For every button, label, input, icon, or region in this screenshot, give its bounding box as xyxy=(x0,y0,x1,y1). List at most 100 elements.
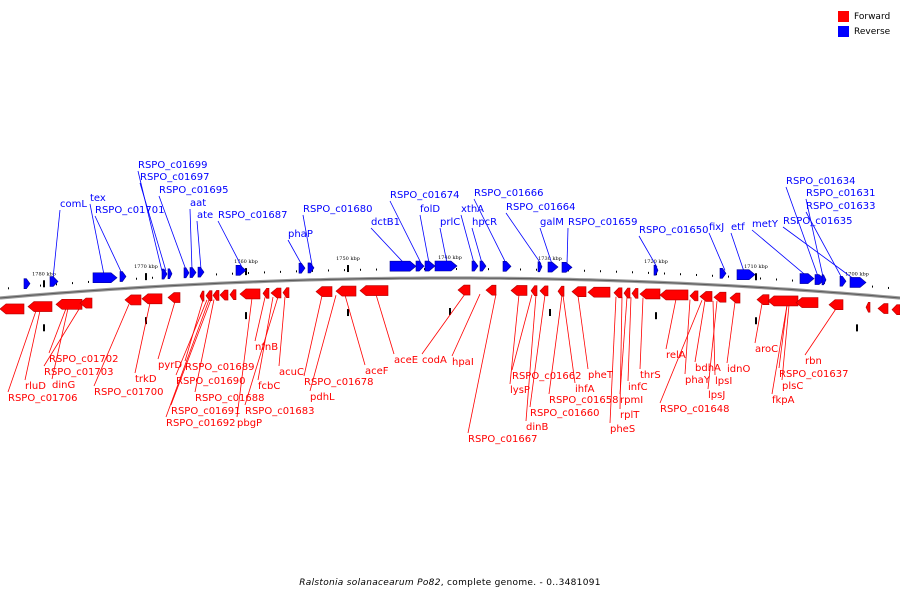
reverse-label-rspo-c01701: RSPO_c01701 xyxy=(95,205,165,216)
leader-line xyxy=(278,296,286,367)
forward-label-dinb: dinB xyxy=(526,422,548,433)
reverse-label-rspo-c01634: RSPO_c01634 xyxy=(786,176,856,187)
reverse-gene-arrow xyxy=(298,262,306,274)
leader-line xyxy=(730,232,745,272)
forward-gene-arrow xyxy=(659,289,689,301)
forward-gene-arrow xyxy=(0,303,25,315)
reverse-gene-arrow xyxy=(839,275,847,287)
leader-line xyxy=(196,220,202,270)
forward-gene-arrow xyxy=(359,285,389,296)
leader-line xyxy=(781,305,790,381)
tick-label: 1740 kbp xyxy=(438,255,462,261)
minor-tick xyxy=(280,270,281,273)
forward-gene-arrow xyxy=(877,303,889,314)
leader-line xyxy=(94,215,123,274)
leader-line xyxy=(48,308,67,354)
reverse-label-rspo-c01635: RSPO_c01635 xyxy=(783,216,853,227)
major-tick-lower xyxy=(43,324,45,332)
forward-label-rspo-c01700: RSPO_c01700 xyxy=(94,387,164,398)
leader-line xyxy=(139,182,167,272)
major-tick-lower xyxy=(449,308,451,315)
forward-gene-arrow xyxy=(530,285,538,296)
minor-tick xyxy=(232,272,233,275)
forward-label-rspo-c01660: RSPO_c01660 xyxy=(530,408,600,419)
forward-label-rpmi: rpmI xyxy=(620,395,643,406)
minor-tick xyxy=(680,273,681,276)
reverse-gene-arrow xyxy=(307,262,315,274)
forward-gene-arrow xyxy=(219,289,229,301)
leader-line xyxy=(158,195,187,271)
leader-line xyxy=(525,294,537,422)
forward-gene-arrow xyxy=(79,297,93,309)
forward-label-rspo-c01690: RSPO_c01690 xyxy=(176,376,246,387)
leader-line xyxy=(694,300,706,363)
reverse-gene-arrow xyxy=(183,267,190,279)
reverse-label-aat: aat xyxy=(190,198,206,209)
major-tick xyxy=(755,273,757,281)
leader-line xyxy=(370,227,405,264)
major-tick xyxy=(145,273,147,281)
forward-label-pyrd: pyrD xyxy=(158,360,182,371)
minor-tick xyxy=(776,278,777,281)
legend-forward: Forward xyxy=(838,9,890,24)
forward-label-idno: idnO xyxy=(727,364,750,375)
minor-tick xyxy=(88,280,89,283)
label-leader-lines xyxy=(7,170,855,434)
legend-reverse: Reverse xyxy=(838,24,890,39)
minor-tick xyxy=(616,270,617,273)
reverse-label-rspo-c01695: RSPO_c01695 xyxy=(159,185,229,196)
leader-line xyxy=(419,214,430,264)
reverse-label-rspo-c01697: RSPO_c01697 xyxy=(140,172,210,183)
minor-tick xyxy=(872,285,873,288)
minor-tick xyxy=(632,271,633,274)
leader-line xyxy=(137,170,163,272)
reverse-gene-arrow xyxy=(197,266,205,278)
leader-line xyxy=(467,294,497,434)
minor-tick xyxy=(8,287,9,290)
leader-line xyxy=(707,301,718,390)
leader-line xyxy=(665,298,677,350)
major-tick-lower xyxy=(856,324,858,332)
leader-line xyxy=(24,310,41,381)
forward-label-rela: relA xyxy=(666,350,686,361)
minor-tick xyxy=(536,268,537,271)
forward-label-bdha: bdhA xyxy=(695,363,721,374)
forward-label-phay: phaY xyxy=(685,375,711,386)
forward-label-rspo-c01667: RSPO_c01667 xyxy=(468,434,538,445)
forward-label-phet: pheT xyxy=(588,370,614,381)
reverse-label-fixj: fixJ xyxy=(709,222,724,233)
reverse-gene-arrow xyxy=(736,269,756,280)
tick-label: 1750 kbp xyxy=(336,256,360,262)
leader-line xyxy=(89,203,105,275)
minor-tick xyxy=(648,271,649,274)
forward-gene-arrow xyxy=(124,294,142,306)
forward-label-aroc: aroC xyxy=(755,344,778,355)
reverse-label-ate: ate xyxy=(197,210,213,221)
forward-label-plsc: plsC xyxy=(782,381,803,392)
forward-label-rspo-c01658: RSPO_c01658 xyxy=(549,395,619,406)
forward-label-rbn: rbn xyxy=(805,356,822,367)
leader-line xyxy=(509,294,520,385)
leader-line xyxy=(771,305,788,395)
forward-label-acuc: acuC xyxy=(279,367,304,378)
forward-gene-arrow xyxy=(239,288,261,300)
forward-gene-arrow xyxy=(699,291,713,302)
leader-line xyxy=(217,220,243,268)
minor-tick xyxy=(264,271,265,274)
forward-gene-arrow xyxy=(205,290,213,302)
major-tick xyxy=(347,265,349,273)
leader-line xyxy=(134,302,151,374)
reverse-label-galm: galM xyxy=(540,217,564,228)
leader-line xyxy=(804,308,837,356)
major-tick-lower xyxy=(549,308,551,316)
leader-line xyxy=(805,198,824,277)
tick-label: 1720 kbp xyxy=(644,259,668,265)
reverse-label-rspo-c01633: RSPO_c01633 xyxy=(806,201,876,212)
reverse-label-mety: metY xyxy=(752,219,779,230)
leader-line xyxy=(566,227,569,265)
leader-line xyxy=(52,209,61,279)
leader-line xyxy=(782,226,855,280)
forward-gene-arrow xyxy=(27,301,53,312)
forward-label-rlud: rluD xyxy=(25,381,46,392)
leader-line xyxy=(785,186,819,277)
